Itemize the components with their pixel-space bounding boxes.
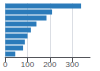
svg-text:0: 0 [3,60,8,69]
svg-text:300: 300 [65,60,79,69]
svg-text:200: 200 [43,60,57,69]
svg-text:100: 100 [21,60,35,69]
